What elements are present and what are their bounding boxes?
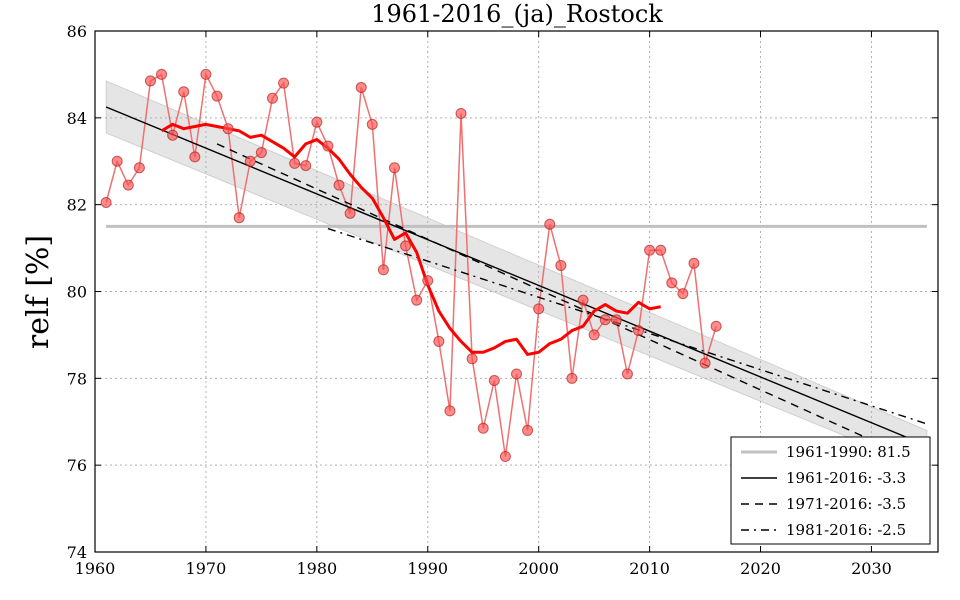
data-point xyxy=(223,124,233,134)
data-point xyxy=(323,141,333,151)
data-point xyxy=(145,76,155,86)
data-point xyxy=(567,373,577,383)
data-point xyxy=(312,117,322,127)
y-tick-label: 76 xyxy=(67,456,87,475)
data-point xyxy=(267,93,277,103)
data-point xyxy=(201,69,211,79)
data-point xyxy=(700,358,710,368)
data-point xyxy=(112,156,122,166)
chart: 1960 1970 1980 1990 2000 2010 2020 203074767880… xyxy=(0,0,960,600)
y-tick-label: 86 xyxy=(67,22,87,41)
data-point xyxy=(245,156,255,166)
data-point xyxy=(212,91,222,101)
data-point xyxy=(456,108,466,118)
x-tick-label: 2010 xyxy=(629,559,670,578)
legend-label: 1971-2016: -3.5 xyxy=(786,495,906,513)
legend-label: 1961-1990: 81.5 xyxy=(786,443,911,461)
data-point xyxy=(290,158,300,168)
data-point xyxy=(101,197,111,207)
data-point xyxy=(123,180,133,190)
annual-series-line xyxy=(106,74,716,456)
data-point xyxy=(500,451,510,461)
legend-label: 1961-2016: -3.3 xyxy=(786,469,906,487)
data-point xyxy=(656,245,666,255)
data-point xyxy=(534,304,544,314)
data-point xyxy=(478,423,488,433)
x-tick-label: 1980 xyxy=(296,559,337,578)
data-point xyxy=(589,330,599,340)
data-point xyxy=(523,425,533,435)
data-point xyxy=(412,295,422,305)
data-point xyxy=(345,208,355,218)
data-point xyxy=(689,258,699,268)
data-point xyxy=(645,245,655,255)
data-point xyxy=(467,354,477,364)
x-tick-label: 2030 xyxy=(851,559,892,578)
data-point xyxy=(578,295,588,305)
data-point xyxy=(622,369,632,379)
data-point xyxy=(279,78,289,88)
data-point xyxy=(301,161,311,171)
y-tick-label: 78 xyxy=(67,369,87,388)
y-tick-label: 80 xyxy=(67,283,87,302)
data-point xyxy=(401,241,411,251)
data-point xyxy=(423,276,433,286)
data-point xyxy=(157,69,167,79)
data-point xyxy=(512,369,522,379)
data-point xyxy=(256,148,266,158)
data-point xyxy=(600,315,610,325)
data-point xyxy=(556,260,566,270)
data-point xyxy=(634,326,644,336)
data-point xyxy=(356,82,366,92)
data-point xyxy=(378,265,388,275)
data-point xyxy=(234,213,244,223)
x-tick-label: 1970 xyxy=(186,559,227,578)
data-point xyxy=(678,289,688,299)
y-tick-label: 74 xyxy=(67,543,87,562)
x-tick-label: 2000 xyxy=(518,559,559,578)
legend-label: 1981-2016: -2.5 xyxy=(786,521,906,539)
data-point xyxy=(489,376,499,386)
data-point xyxy=(545,219,555,229)
data-point xyxy=(179,87,189,97)
x-tick-label: 1990 xyxy=(407,559,448,578)
data-point xyxy=(334,180,344,190)
data-point xyxy=(389,163,399,173)
legend: 1961-1990: 81.5 1961-2016: -3.3 1971-2016:… xyxy=(731,437,930,544)
data-point xyxy=(711,321,721,331)
x-tick-label: 2020 xyxy=(740,559,781,578)
data-point xyxy=(667,278,677,288)
trend-line-solid xyxy=(106,107,927,446)
data-point xyxy=(434,336,444,346)
data-point xyxy=(190,152,200,162)
y-tick-label: 82 xyxy=(67,196,87,215)
chart-title: 1961-2016_(ja)_Rostock xyxy=(371,0,663,28)
y-tick-label: 84 xyxy=(67,109,87,128)
data-point xyxy=(367,119,377,129)
data-point xyxy=(168,130,178,140)
data-point xyxy=(445,406,455,416)
y-axis-label: relf [%] xyxy=(21,235,56,349)
data-point xyxy=(611,315,621,325)
data-point xyxy=(134,163,144,173)
